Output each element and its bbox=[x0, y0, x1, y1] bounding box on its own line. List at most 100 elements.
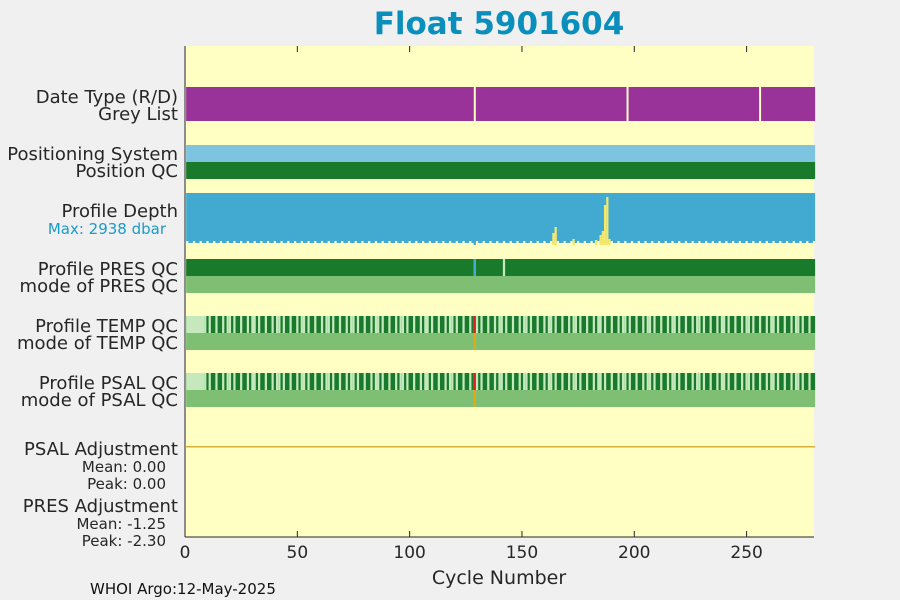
profile-depth-gap bbox=[752, 241, 755, 245]
temp-qc-stripe bbox=[264, 316, 267, 333]
psal-qc-stripe bbox=[208, 373, 211, 390]
label-profile-depth: Profile Depth bbox=[61, 201, 178, 222]
psal-qc-stripe bbox=[233, 373, 236, 390]
footer-source-date: WHOI Argo:12-May-2025 bbox=[90, 580, 276, 598]
profile-depth-short-cycle bbox=[594, 240, 598, 245]
temp-qc-stripe bbox=[797, 316, 800, 333]
psal-qc-stripe bbox=[529, 373, 533, 390]
temp-qc-stripe bbox=[388, 316, 391, 333]
temp-qc-stripe bbox=[469, 316, 472, 333]
psal-qc-stripe bbox=[790, 373, 793, 390]
psal-adjustment-line bbox=[186, 446, 816, 448]
psal-qc-stripe bbox=[678, 373, 681, 390]
profile-depth-gap bbox=[415, 241, 418, 245]
temp-qc-stripe bbox=[646, 316, 649, 333]
psal-qc-stripe bbox=[296, 373, 299, 390]
temp-qc-stripe bbox=[493, 316, 497, 333]
profile-depth-band bbox=[186, 193, 816, 243]
profile-depth-gap bbox=[610, 241, 613, 245]
temp-qc-stripe bbox=[300, 316, 303, 333]
psal-qc-stripe bbox=[370, 373, 373, 390]
psal-qc-stripe bbox=[597, 373, 600, 390]
x-tick-label: 150 bbox=[506, 543, 538, 563]
label-mode-pres-qc: mode of PRES QC bbox=[20, 276, 178, 297]
profile-depth-gap bbox=[651, 241, 654, 245]
temp-qc-stripe bbox=[776, 316, 780, 333]
temp-qc-stripe bbox=[356, 316, 360, 333]
temp-qc-stripe bbox=[635, 316, 638, 333]
psal-qc-stripe bbox=[363, 373, 366, 390]
profile-depth-gap bbox=[401, 241, 405, 245]
psal-qc-stripe bbox=[716, 373, 719, 390]
profile-depth-gap bbox=[327, 241, 330, 245]
temp-qc-stripe bbox=[554, 316, 557, 333]
temp-qc-stripe bbox=[302, 316, 306, 333]
x-tick-label: 0 bbox=[180, 543, 191, 563]
psal-qc-stripe bbox=[475, 373, 479, 390]
temp-qc-stripe bbox=[208, 316, 211, 333]
profile-depth-gap bbox=[442, 241, 445, 245]
psal-qc-stripe bbox=[727, 373, 730, 390]
profile-depth-gap bbox=[583, 241, 586, 245]
psal-qc-stripe bbox=[603, 373, 607, 390]
psal-qc-stripe bbox=[314, 373, 317, 390]
psal-qc-stripe bbox=[745, 373, 748, 390]
psal-qc-stripe bbox=[289, 373, 292, 390]
label-grey-list: Grey List bbox=[98, 104, 178, 125]
temp-qc-stripe bbox=[258, 316, 261, 333]
profile-depth-gap bbox=[213, 241, 216, 245]
profile-depth-gap bbox=[732, 241, 735, 245]
psal-qc-stripe bbox=[352, 373, 355, 390]
profile-depth-gap bbox=[657, 241, 661, 245]
profile-depth-gap bbox=[226, 241, 229, 245]
psal-qc-stripe bbox=[794, 373, 798, 390]
profile-depth-gap bbox=[341, 241, 344, 245]
profile-depth-gap bbox=[448, 241, 452, 245]
temp-qc-stripe bbox=[772, 316, 775, 333]
profile-depth-gap bbox=[287, 241, 290, 245]
temp-qc-stripe bbox=[561, 316, 564, 333]
temp-qc-stripe bbox=[222, 316, 225, 333]
temp-qc-stripe bbox=[480, 316, 483, 333]
psal-qc-stripe bbox=[350, 373, 353, 390]
psal-qc-stripe bbox=[770, 373, 773, 390]
temp-qc-stripe bbox=[624, 316, 627, 333]
temp-qc-stripe bbox=[740, 316, 744, 333]
temp-qc-stripe bbox=[543, 316, 546, 333]
temp-qc-stripe bbox=[377, 316, 380, 333]
temp-qc-stripe bbox=[747, 316, 750, 333]
psal-qc-stripe bbox=[424, 373, 427, 390]
psal-qc-stripe bbox=[671, 373, 674, 390]
temp-qc-stripe bbox=[653, 316, 656, 333]
psal-qc-stripe bbox=[758, 373, 762, 390]
temp-qc-stripe bbox=[426, 316, 429, 333]
temp-qc-stripe bbox=[790, 316, 793, 333]
temp-qc-stripe bbox=[525, 316, 528, 333]
profile-depth-gap bbox=[718, 241, 721, 245]
temp-qc-stripe bbox=[794, 316, 798, 333]
temp-qc-stripe bbox=[363, 316, 366, 333]
psal-qc-stripe bbox=[599, 373, 602, 390]
psal-qc-stripe bbox=[642, 373, 645, 390]
profile-depth-gap bbox=[597, 241, 600, 245]
profile-depth-gap bbox=[368, 241, 371, 245]
psal-qc-stripe bbox=[444, 373, 447, 390]
temp-qc-stripe bbox=[498, 316, 501, 333]
profile-depth-short-cycle bbox=[552, 233, 555, 245]
pres-qc-mode-band bbox=[186, 276, 816, 293]
profile-depth-gap bbox=[219, 241, 223, 245]
x-tick-label: 200 bbox=[618, 543, 650, 563]
label-pres-adj-mean: Mean: -1.25 bbox=[76, 515, 166, 533]
temp-qc-stripe bbox=[240, 316, 243, 333]
grey-list-gap bbox=[473, 87, 476, 121]
psal-qc-stripe bbox=[395, 373, 398, 390]
psal-qc-stripe bbox=[702, 373, 706, 390]
temp-qc-stripe bbox=[723, 316, 726, 333]
profile-depth-gap bbox=[630, 241, 634, 245]
temp-qc-stripe bbox=[215, 316, 218, 333]
temp-qc-stripe bbox=[381, 316, 384, 333]
temp-qc-stripe bbox=[246, 316, 250, 333]
profile-depth-short-cycle bbox=[603, 205, 607, 245]
label-positioning-system: Positioning System bbox=[7, 144, 178, 165]
